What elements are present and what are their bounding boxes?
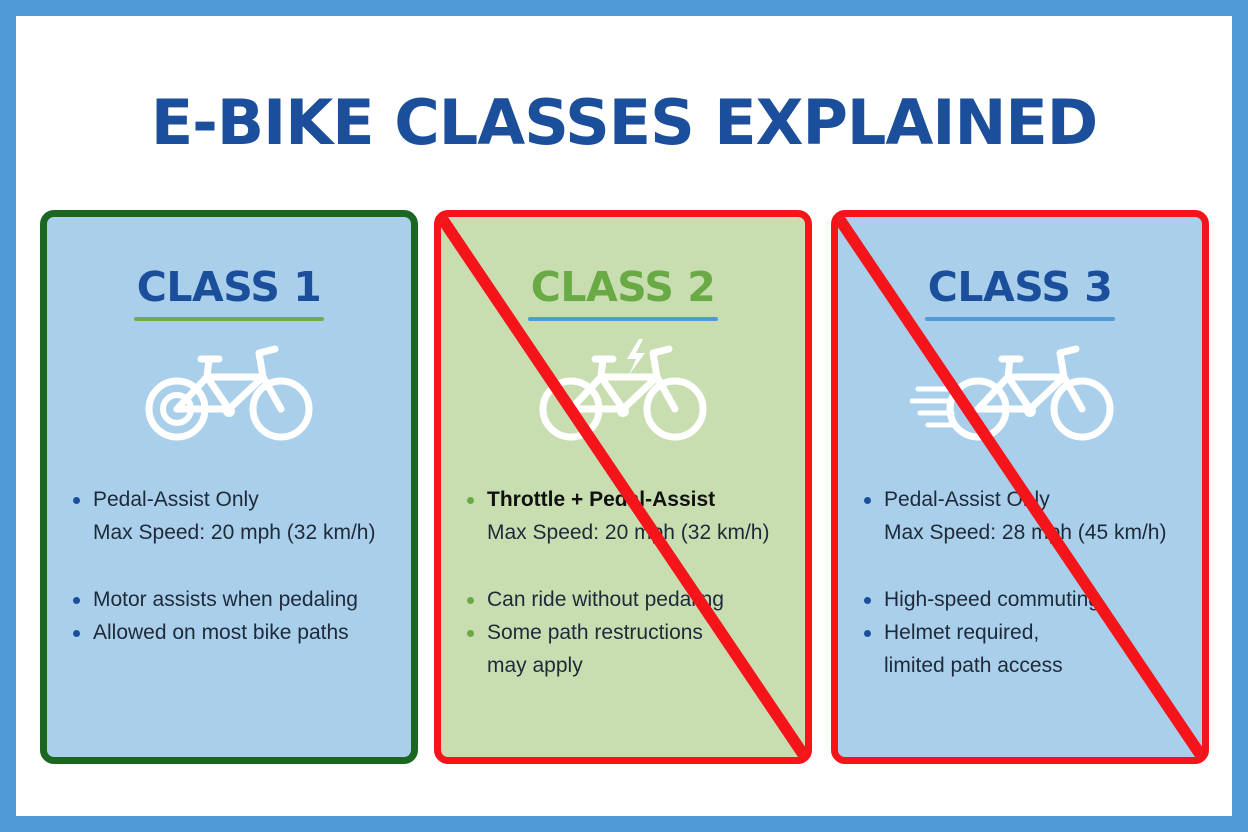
class-1-feature-list: Pedal-Assist Only Max Speed: 20 mph (32 …: [73, 483, 401, 649]
list-item: Pedal-Assist Only Max Speed: 20 mph (32 …: [73, 483, 401, 549]
list-item: Throttle + Pedal-Assist Max Speed: 20 mp…: [467, 483, 795, 549]
class-2-card: CLASS 2 Throttle + Pedal-Assist Max Spee…: [434, 210, 812, 764]
class-2-underline: [528, 317, 718, 321]
class-3-feature-list: Pedal-Assist Only Max Speed: 28 mph (45 …: [864, 483, 1192, 682]
list-item: Helmet required, limited path access: [864, 616, 1192, 682]
class-2-title: CLASS 2: [530, 263, 716, 311]
class-1-title: CLASS 1: [136, 263, 322, 311]
list-item: Pedal-Assist Only Max Speed: 28 mph (45 …: [864, 483, 1192, 549]
list-item: Motor assists when pedaling: [73, 583, 401, 616]
class-1-card: CLASS 1 Pedal-Assist Only Max Speed: 20 …: [40, 210, 418, 764]
page-title: E-BIKE CLASSES EXPLAINED: [150, 86, 1098, 159]
class-1-underline: [134, 317, 324, 321]
list-item: Some path restructions may apply: [467, 616, 795, 682]
class-3-card: CLASS 3 Pedal-Assist Only Max Speed: 28 …: [831, 210, 1209, 764]
electric-bicycle-icon: [539, 339, 707, 441]
list-item: Allowed on most bike paths: [73, 616, 401, 649]
class-3-underline: [925, 317, 1115, 321]
list-item: High-speed commuting: [864, 583, 1192, 616]
fast-bicycle-icon: [910, 345, 1114, 441]
class-3-title: CLASS 3: [927, 263, 1113, 311]
class-2-feature-list: Throttle + Pedal-Assist Max Speed: 20 mp…: [467, 483, 795, 682]
list-item: Can ride without pedaling: [467, 583, 795, 616]
bicycle-icon: [145, 345, 313, 441]
